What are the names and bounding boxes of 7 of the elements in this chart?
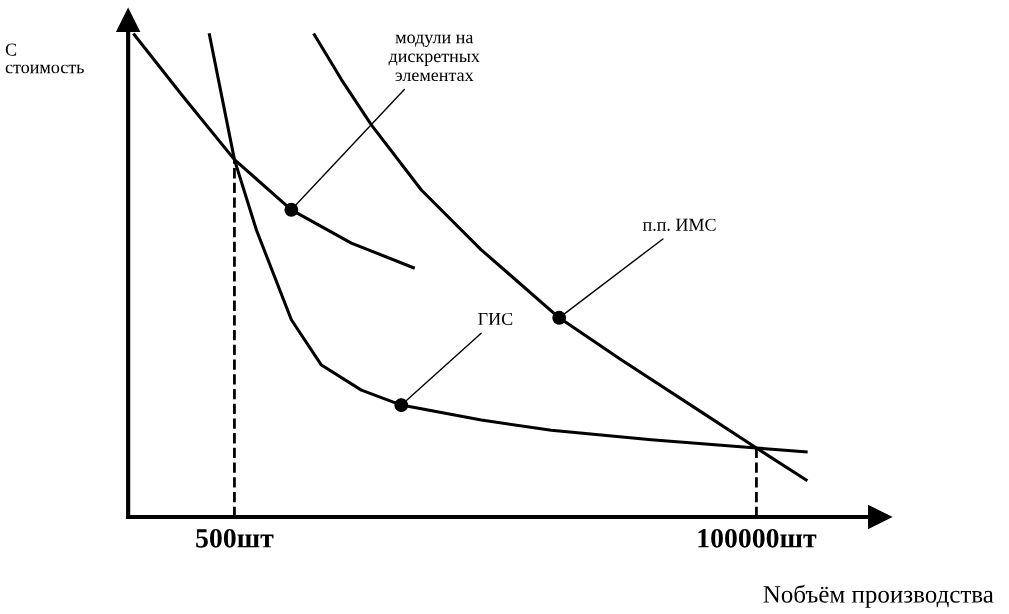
y-axis-title: С стоимость	[5, 43, 84, 74]
x-tick-label: 100000шт	[698, 528, 817, 548]
annotation: ГИС	[478, 312, 513, 326]
x-axis-title: Nобъём производства	[763, 584, 994, 608]
x-tick-label: 500шт	[196, 528, 274, 548]
annotation: модули на дискретных элементах	[388, 34, 480, 82]
annotation: п.п. ИМС	[642, 218, 716, 231]
